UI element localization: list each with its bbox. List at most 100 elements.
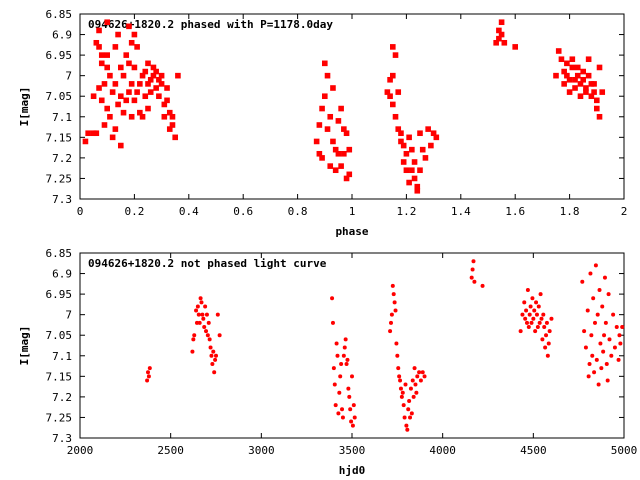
data-point: [145, 378, 150, 383]
data-point: [340, 407, 345, 412]
data-point: [604, 362, 609, 366]
data-point: [417, 167, 423, 174]
data-point: [498, 31, 505, 38]
data-point: [611, 312, 616, 317]
data-point: [107, 113, 113, 120]
data-point: [404, 423, 409, 428]
data-point: [350, 374, 354, 379]
data-point: [409, 411, 414, 416]
data-point: [128, 81, 135, 87]
data-point: [472, 279, 477, 284]
data-point: [596, 382, 601, 387]
data-point: [131, 97, 138, 104]
data-point: [215, 312, 220, 317]
data-point: [405, 427, 410, 432]
data-point: [415, 374, 420, 379]
data-point: [539, 316, 544, 321]
data-point: [343, 337, 348, 342]
data-point: [207, 337, 212, 342]
data-point: [85, 130, 91, 137]
data-point: [408, 386, 413, 391]
data-point: [153, 68, 159, 75]
data-point: [204, 329, 209, 334]
data-point: [399, 394, 404, 399]
data-point: [332, 167, 339, 174]
data-point: [96, 85, 102, 91]
chart-title: 094626+1820.2 phased with P=1178.0day: [88, 18, 333, 31]
data-point: [425, 126, 431, 132]
x-tick-label: 0: [77, 205, 84, 218]
data-point: [396, 366, 401, 371]
data-point: [164, 85, 170, 91]
data-point: [118, 142, 124, 149]
data-point: [101, 81, 108, 87]
data-point: [601, 349, 606, 354]
data-point: [406, 134, 412, 141]
data-point: [350, 423, 355, 428]
data-point: [403, 167, 410, 174]
data-point: [190, 349, 195, 354]
data-point: [407, 399, 412, 403]
data-point: [209, 353, 214, 358]
data-point: [410, 378, 415, 383]
data-point: [588, 271, 593, 276]
data-point: [530, 296, 535, 301]
data-point: [522, 300, 527, 305]
data-point: [600, 304, 605, 309]
data-point: [169, 113, 176, 120]
data-point: [330, 85, 336, 91]
data-point: [330, 296, 335, 301]
data-point: [411, 175, 418, 182]
data-point: [496, 27, 502, 34]
data-point: [590, 353, 595, 358]
data-point: [433, 134, 440, 141]
data-point: [112, 126, 119, 132]
data-point: [586, 374, 591, 379]
x-tick-label: 3500: [339, 444, 366, 457]
data-point: [126, 23, 132, 30]
data-point: [198, 296, 203, 301]
data-point: [612, 345, 617, 350]
data-point: [82, 138, 89, 145]
data-point: [388, 320, 393, 325]
data-point: [192, 333, 197, 338]
data-point: [526, 325, 531, 329]
data-point: [574, 64, 581, 71]
data-point: [406, 407, 411, 412]
data-point: [544, 320, 549, 325]
data-point: [561, 81, 567, 87]
data-point: [605, 378, 610, 383]
data-point: [403, 382, 408, 387]
data-point: [587, 362, 592, 366]
data-point: [109, 134, 116, 141]
data-point: [146, 374, 151, 379]
data-point: [618, 341, 623, 346]
y-tick-label: 6.9: [52, 29, 72, 42]
data-point: [112, 44, 119, 50]
data-point: [98, 60, 105, 67]
data-point: [572, 85, 578, 91]
data-point: [330, 320, 335, 325]
data-point: [428, 142, 434, 149]
data-point: [498, 19, 505, 26]
data-point: [145, 60, 151, 67]
data-point: [390, 72, 396, 79]
y-tick-label: 6.9: [52, 268, 72, 281]
data-point: [558, 56, 565, 63]
data-point: [411, 159, 418, 165]
data-point: [120, 109, 127, 116]
data-point: [134, 44, 140, 50]
data-point: [534, 300, 539, 305]
data-point: [333, 403, 338, 408]
data-point: [545, 353, 550, 358]
data-point: [330, 138, 336, 145]
data-point: [338, 105, 344, 112]
data-point: [352, 415, 357, 420]
data-point: [496, 35, 502, 42]
data-point: [493, 39, 499, 46]
data-point: [327, 163, 334, 169]
data-point: [335, 353, 340, 358]
data-point: [582, 329, 587, 334]
x-tick-label: 2: [621, 205, 628, 218]
data-point: [123, 52, 130, 58]
